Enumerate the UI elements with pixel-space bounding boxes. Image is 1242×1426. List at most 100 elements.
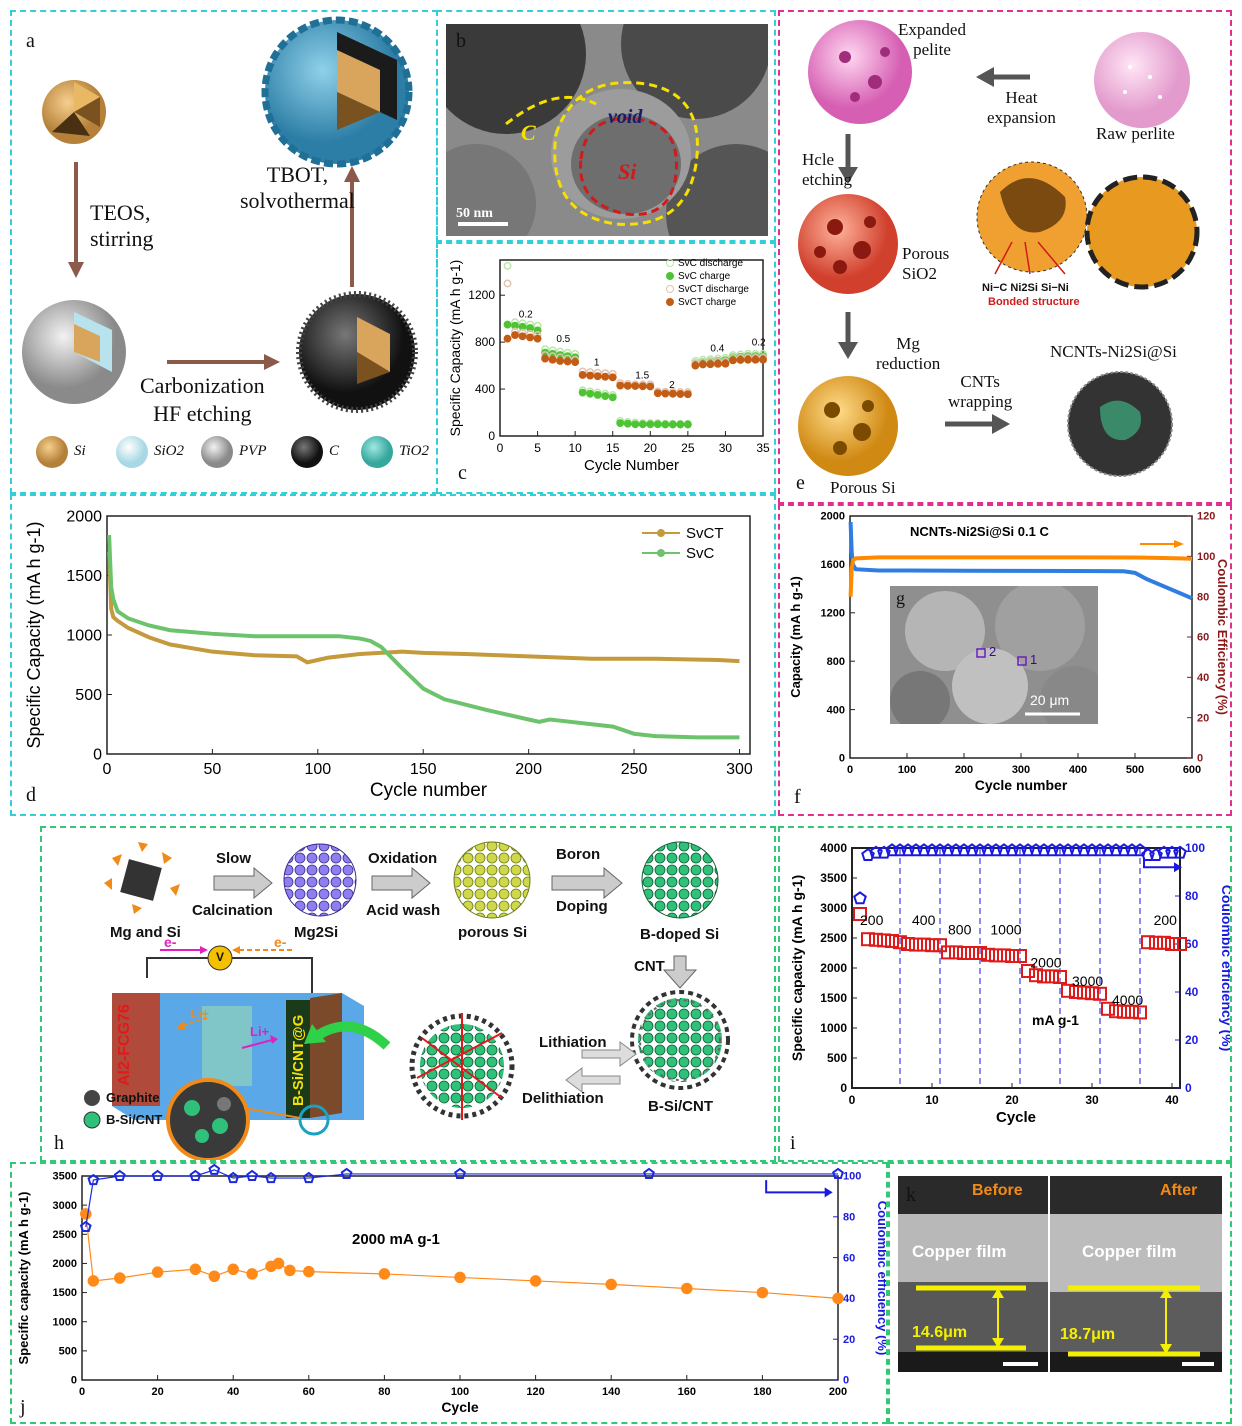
c-data-point — [631, 382, 640, 390]
c-rate-label: 0.5 — [556, 334, 570, 345]
j-data-point — [246, 1169, 259, 1182]
j-ytick-label: 1500 — [53, 1287, 77, 1299]
c-data-point — [676, 420, 685, 429]
panel-k-label: k — [906, 1184, 916, 1206]
d-legend-marker — [657, 549, 665, 557]
i-data-point — [1173, 845, 1187, 859]
c-xtick-label: 25 — [681, 441, 695, 455]
i-rate-label: 400 — [912, 912, 936, 928]
j-series-line-0 — [85, 1213, 839, 1299]
i-data-point — [893, 935, 907, 950]
label-boron: Boron — [556, 846, 601, 863]
spot-1: 1 — [1030, 652, 1038, 667]
j-data-point — [113, 1169, 126, 1182]
j-ytick-label: 500 — [59, 1346, 77, 1358]
i-ytick-label: 3500 — [820, 871, 847, 885]
chart-j-long-cycling: 0 20 40 60 80 100 120 140 160 180 2000500100015002… — [16, 1164, 886, 1415]
f-y2tick-label: 60 — [1197, 632, 1209, 644]
i-data-point — [1165, 937, 1179, 951]
j-ytick-label: 2000 — [53, 1258, 77, 1270]
i-rate-label: 200 — [860, 912, 884, 928]
label-acid-wash: Acid wash — [366, 902, 441, 919]
i-data-point — [1045, 969, 1059, 984]
d-series-line-1 — [107, 534, 740, 740]
c-ytick-label: 400 — [475, 382, 495, 396]
c-data-point — [638, 382, 647, 391]
panel-f: 0 100 200 300 400 500 600 0 400 800 1200 1600 2000 0 2… — [778, 504, 1232, 816]
f-y2tick-label: 80 — [1197, 591, 1209, 603]
c-xtick-label: 5 — [534, 441, 541, 455]
j-xtick-label: 60 — [303, 1386, 315, 1398]
i-data-point — [877, 933, 891, 948]
f-xtick-label: 600 — [1183, 764, 1201, 776]
i-data-point — [981, 947, 995, 962]
label-copper-film-before: Copper film — [912, 1242, 1007, 1261]
legend-c-swatch — [291, 436, 323, 468]
j-y2tick-label: 100 — [843, 1171, 861, 1183]
j-xtick-label: 0 — [79, 1386, 85, 1398]
i-data-point — [901, 937, 915, 951]
c-data-point — [608, 393, 617, 402]
c-ytick-label: 0 — [488, 429, 495, 443]
j-data-point — [454, 1271, 466, 1284]
step-teos: TEOS, stirring — [90, 200, 154, 251]
c-data-point — [601, 372, 610, 381]
c-legend-marker — [666, 272, 674, 280]
c-data-point — [593, 372, 602, 381]
j-data-point — [80, 1208, 92, 1220]
c-data-point — [668, 389, 677, 398]
mg2si-sphere — [283, 843, 357, 917]
j-title: 2000 mA g-1 — [352, 1231, 440, 1248]
c-data-point — [706, 360, 715, 369]
i-data-point — [909, 937, 923, 952]
i-rate-label: 4000 — [1112, 992, 1143, 1008]
label-mg-si: Mg and Si — [110, 924, 181, 941]
c-data-point — [683, 390, 692, 399]
li-ion-label-left: Li+ — [190, 1006, 210, 1021]
panel-a-label: a — [26, 30, 35, 52]
i-ytick-label: 3000 — [820, 901, 847, 915]
i-rate-label: 3000 — [1072, 973, 1103, 989]
label-before: Before — [972, 1182, 1023, 1199]
j-data-point — [208, 1270, 221, 1283]
i-ytick-label: 4000 — [820, 841, 847, 855]
sem-before: Before Copper film 14.6μm — [898, 1176, 1048, 1372]
c-data-point — [556, 356, 565, 365]
i-ytick-label: 500 — [827, 1051, 847, 1065]
bonded-structure-inset — [976, 161, 1200, 290]
chart-d-cycling: 0 50 100 150 200 250 300 0 500 1000 1500 2000 Cycle … — [24, 508, 753, 801]
legend-bsicnt: B-Si/CNT — [106, 1112, 163, 1127]
legend-graphite-swatch — [84, 1090, 100, 1106]
f-ytick-label: 2000 — [821, 511, 845, 523]
i-rate-label: 800 — [948, 921, 972, 937]
c-legend-marker — [666, 285, 674, 293]
j-data-point — [302, 1171, 315, 1184]
i-data-point — [1133, 1005, 1147, 1020]
cathode-label: Al2-FCG76 — [116, 1004, 133, 1086]
i-data-point — [965, 946, 979, 960]
panel-a-scheme — [22, 16, 418, 468]
label-b-si-cnt: B-Si/CNT — [648, 1098, 713, 1115]
porous-sio2-sphere — [798, 194, 898, 294]
f-y2tick-label: 0 — [1197, 753, 1203, 765]
i-data-point — [1061, 983, 1075, 998]
d-xtick-label: 50 — [204, 761, 222, 778]
j-data-point — [227, 1263, 239, 1276]
c-legend-label: SvCT discharge — [678, 284, 749, 295]
c-data-point — [691, 361, 700, 370]
i-xtick-label: 0 — [849, 1093, 856, 1107]
legend-pvp: PVP — [239, 443, 267, 459]
j-data-point — [114, 1272, 126, 1284]
c-xtick-label: 35 — [756, 441, 770, 455]
d-ytick-label: 1000 — [66, 627, 102, 644]
panel-d-label: d — [26, 784, 36, 806]
f-y2tick-label: 120 — [1197, 511, 1215, 523]
c-data-point — [563, 357, 572, 366]
c-data-point — [586, 389, 595, 398]
i-data-point — [1149, 847, 1163, 862]
expanded-perlite-sphere — [808, 20, 912, 124]
d-xtick-label: 250 — [621, 761, 648, 778]
panel-h-label: h — [54, 1132, 64, 1154]
j-xtick-label: 80 — [378, 1386, 390, 1398]
i-data-point — [869, 932, 883, 947]
